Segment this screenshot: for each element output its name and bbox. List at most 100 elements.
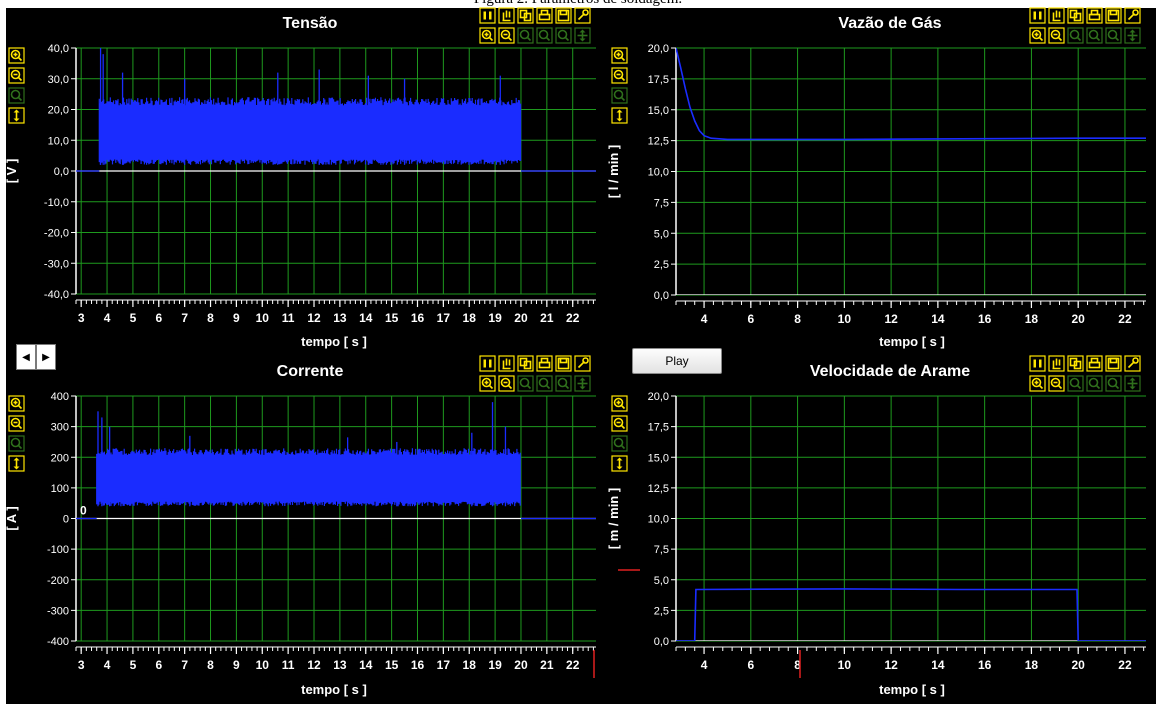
zoom-fit-icon[interactable] xyxy=(1105,27,1122,44)
hand-pan-icon[interactable] xyxy=(498,355,515,372)
print-icon[interactable] xyxy=(536,7,553,24)
print-icon[interactable] xyxy=(1086,7,1103,24)
zoom-out-icon[interactable] xyxy=(611,67,628,84)
save-icon[interactable] xyxy=(1105,355,1122,372)
arrow-right-icon: ▶ xyxy=(42,351,50,363)
x-tick-label: 5 xyxy=(130,311,137,325)
zoom-in-icon[interactable] xyxy=(1029,27,1046,44)
print-icon[interactable] xyxy=(536,355,553,372)
zoom-in-icon[interactable] xyxy=(611,47,628,64)
save-icon[interactable] xyxy=(555,7,572,24)
zoom-in-icon[interactable] xyxy=(8,395,25,412)
pause-icon[interactable] xyxy=(1029,355,1046,372)
zoom-out-icon[interactable] xyxy=(8,415,25,432)
chart-vazao: 4 6 8 10 12 14 16 18 20 22 0,0 2,5 5,0 7,5 10,0 12,5 15,… xyxy=(606,7,1146,349)
x-tick-label: 14 xyxy=(359,311,373,325)
scroll-left-button[interactable]: ◀ xyxy=(16,344,36,370)
zoom-fit-icon[interactable] xyxy=(1105,375,1122,392)
zoom-reset-icon[interactable] xyxy=(611,87,628,104)
zoom-in-icon[interactable] xyxy=(479,27,496,44)
zoom-fit-icon[interactable] xyxy=(555,27,572,44)
hand-pan-icon[interactable] xyxy=(1048,7,1065,24)
y-tick-label: 5,0 xyxy=(654,575,669,587)
zoom-in-icon[interactable] xyxy=(611,395,628,412)
auto-scale-icon[interactable] xyxy=(8,455,25,472)
zoom-box-icon[interactable] xyxy=(1086,375,1103,392)
save-icon[interactable] xyxy=(555,355,572,372)
pause-icon[interactable] xyxy=(479,7,496,24)
zoom-out-icon[interactable] xyxy=(611,415,628,432)
zoom-box-icon[interactable] xyxy=(536,375,553,392)
zoom-in-icon[interactable] xyxy=(1029,375,1046,392)
move-icon[interactable] xyxy=(574,27,591,44)
zoom-reset-icon[interactable] xyxy=(517,27,534,44)
scroll-right-button[interactable]: ▶ xyxy=(36,344,56,370)
series-band xyxy=(96,448,521,507)
auto-scale-icon[interactable] xyxy=(611,455,628,472)
zoom-out-icon[interactable] xyxy=(1048,27,1065,44)
series-band xyxy=(98,97,522,165)
chart-title: Tensão xyxy=(283,15,338,32)
zoom-in-icon[interactable] xyxy=(479,375,496,392)
x-tick-label: 12 xyxy=(307,658,321,672)
zoom-reset-icon[interactable] xyxy=(1067,27,1084,44)
zoom-out-icon[interactable] xyxy=(498,27,515,44)
x-tick-label: 12 xyxy=(884,312,898,326)
y-tick-label: 17,5 xyxy=(648,422,669,434)
copy-icon[interactable] xyxy=(517,355,534,372)
copy-icon[interactable] xyxy=(1067,7,1084,24)
zoom-box-icon[interactable] xyxy=(1086,27,1103,44)
zoom-reset-icon[interactable] xyxy=(517,375,534,392)
wrench-icon[interactable] xyxy=(1124,7,1141,24)
x-tick-label: 20 xyxy=(1072,312,1086,326)
hand-pan-icon[interactable] xyxy=(498,7,515,24)
y-tick-label: 20,0 xyxy=(48,105,69,117)
x-tick-label: 10 xyxy=(838,658,852,672)
y-tick-label: -300 xyxy=(47,605,69,617)
x-tick-label: 19 xyxy=(488,311,502,325)
zoom-reset-icon[interactable] xyxy=(8,435,25,452)
auto-scale-icon[interactable] xyxy=(611,107,628,124)
hand-pan-icon[interactable] xyxy=(1048,355,1065,372)
series-group xyxy=(76,402,596,520)
zoom-fit-icon[interactable] xyxy=(555,375,572,392)
toolbar-bottom xyxy=(479,375,591,392)
zoom-out-icon[interactable] xyxy=(8,67,25,84)
x-tick-label: 10 xyxy=(256,311,270,325)
x-tick-label: 16 xyxy=(978,658,992,672)
series-group xyxy=(676,588,1146,641)
x-tick-label: 7 xyxy=(181,658,188,672)
wrench-icon[interactable] xyxy=(1124,355,1141,372)
x-tick-label: 6 xyxy=(155,311,162,325)
y-tick-label: 12,5 xyxy=(648,483,669,495)
move-icon[interactable] xyxy=(1124,375,1141,392)
zoom-out-icon[interactable] xyxy=(1048,375,1065,392)
auto-scale-icon[interactable] xyxy=(8,107,25,124)
figure-caption-strip: Figura 2. Parâmetros de soldagem. xyxy=(0,0,1156,8)
x-tick-label: 14 xyxy=(931,312,945,326)
wrench-icon[interactable] xyxy=(574,355,591,372)
copy-icon[interactable] xyxy=(517,7,534,24)
zoom-reset-icon[interactable] xyxy=(1067,375,1084,392)
x-tick-label: 10 xyxy=(838,312,852,326)
print-icon[interactable] xyxy=(1086,355,1103,372)
copy-icon[interactable] xyxy=(1067,355,1084,372)
zoom-in-icon[interactable] xyxy=(8,47,25,64)
zoom-out-icon[interactable] xyxy=(498,375,515,392)
x-tick-label: 22 xyxy=(566,311,580,325)
x-tick-label: 6 xyxy=(747,312,754,326)
x-tick-label: 8 xyxy=(794,658,801,672)
save-icon[interactable] xyxy=(1105,7,1122,24)
play-button[interactable]: Play xyxy=(632,348,722,374)
zoom-reset-icon[interactable] xyxy=(611,435,628,452)
x-tick-label: 21 xyxy=(540,311,554,325)
x-tick-label: 18 xyxy=(463,311,477,325)
move-icon[interactable] xyxy=(1124,27,1141,44)
zoom-box-icon[interactable] xyxy=(536,27,553,44)
toolbar-side xyxy=(611,395,628,472)
zoom-reset-icon[interactable] xyxy=(8,87,25,104)
pause-icon[interactable] xyxy=(1029,7,1046,24)
move-icon[interactable] xyxy=(574,375,591,392)
pause-icon[interactable] xyxy=(479,355,496,372)
wrench-icon[interactable] xyxy=(574,7,591,24)
